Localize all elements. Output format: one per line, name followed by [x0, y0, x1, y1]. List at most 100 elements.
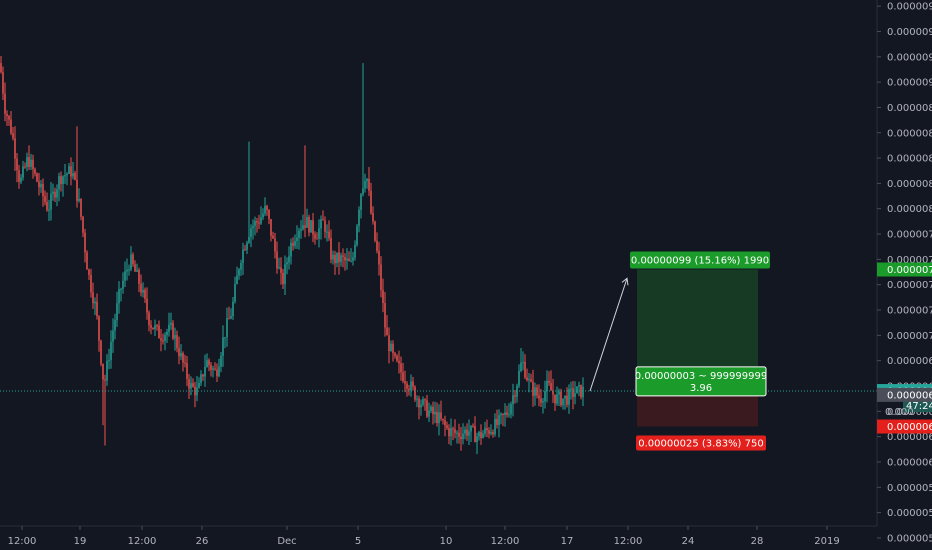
candle — [216, 363, 218, 382]
candle — [224, 337, 226, 349]
candle — [290, 238, 292, 265]
candle-body — [300, 229, 302, 231]
candle-body — [30, 159, 32, 167]
candle — [312, 212, 314, 243]
candle-body — [22, 166, 24, 178]
candle — [246, 240, 248, 254]
candle-body — [488, 430, 490, 434]
forecast-arrow — [589, 278, 628, 392]
candle — [202, 373, 204, 381]
candle-body — [350, 260, 352, 262]
candle-body — [68, 166, 70, 174]
candle — [344, 253, 346, 271]
price-axis[interactable]: 0.00000540 0.00000560 0.00000580 0.00000600… — [877, 2, 932, 545]
candle-body — [470, 425, 472, 432]
candle-body — [572, 388, 574, 397]
candle — [354, 240, 356, 261]
candle-body — [578, 384, 580, 387]
candle-body — [28, 157, 30, 167]
candle-body — [168, 324, 170, 332]
candle — [134, 260, 136, 272]
candle-body — [408, 388, 410, 391]
candle — [532, 369, 534, 407]
candle-body — [14, 138, 16, 159]
candle-body — [140, 283, 142, 293]
candle — [384, 291, 386, 337]
position-tool-labels[interactable]: 0.00000099 (15.16%) 1990 0.00000003 ~ 999… — [630, 251, 770, 451]
candle — [468, 419, 470, 445]
candle — [452, 426, 454, 441]
candle — [526, 368, 528, 382]
candle-body — [18, 170, 20, 182]
candle-body — [82, 216, 84, 233]
candle-body — [124, 271, 126, 281]
candle-body — [562, 398, 564, 406]
candle — [372, 206, 374, 225]
entry-badge-text-2: 3.96 — [690, 383, 712, 394]
price-tick-label: 0.00000760 — [887, 255, 932, 266]
candle — [112, 318, 114, 353]
candle — [58, 172, 60, 202]
candle — [52, 183, 54, 201]
candle — [388, 327, 390, 364]
candle-body — [302, 225, 304, 230]
candle-body — [192, 383, 194, 387]
candle — [54, 187, 56, 203]
candle — [150, 320, 152, 335]
candle — [16, 152, 18, 183]
candle — [466, 423, 468, 441]
candle-body — [428, 410, 430, 417]
candle-body — [46, 201, 48, 211]
stop-badge[interactable] — [636, 435, 766, 451]
candle — [544, 380, 546, 409]
candle-body — [368, 179, 370, 191]
candle-body — [244, 249, 246, 251]
candle — [212, 365, 214, 378]
candle — [160, 329, 162, 352]
candle — [578, 381, 580, 397]
candle — [116, 291, 118, 327]
candle-body — [268, 210, 270, 220]
candle — [362, 63, 364, 197]
stop-price-badge-text: 0.00000628 — [887, 422, 932, 433]
candle — [292, 237, 294, 251]
candle — [236, 266, 238, 285]
candle — [562, 398, 564, 410]
candle-body — [450, 428, 452, 437]
candle-body — [184, 362, 186, 364]
candle — [414, 385, 416, 402]
candle-body — [40, 184, 42, 188]
time-axis[interactable]: 12:00 19 12:00 26 Dec 5 10 12:00 17 12:00 24 28 2019 — [8, 526, 840, 547]
candle — [14, 126, 16, 171]
target-badge-text: 0.00000099 (15.16%) 1990 — [631, 256, 769, 267]
price-tick-label: 0.00000900 — [887, 78, 932, 89]
time-tick-label: 17 — [561, 536, 574, 547]
target-badge[interactable] — [630, 251, 770, 269]
candle-body — [162, 340, 164, 342]
candle — [42, 178, 44, 207]
candle — [450, 418, 452, 446]
candle-body — [388, 335, 390, 351]
candle — [298, 227, 300, 250]
candle-body — [460, 436, 462, 440]
candle-body — [314, 234, 316, 239]
candle-body — [444, 420, 446, 426]
candle — [494, 413, 496, 437]
candle-body — [504, 412, 506, 416]
candle-body — [298, 230, 300, 238]
entry-badge[interactable] — [635, 366, 767, 397]
candle — [262, 208, 264, 221]
candle — [498, 409, 500, 438]
candle-body — [426, 400, 428, 417]
candle-body — [98, 316, 100, 341]
candle-body — [188, 378, 190, 389]
candle-body — [370, 190, 372, 213]
candle-body — [166, 331, 168, 336]
candle-body — [560, 391, 562, 406]
time-tick-label: 24 — [682, 536, 695, 547]
candle — [428, 402, 430, 423]
candle — [118, 281, 120, 314]
candle — [342, 248, 344, 268]
candle — [294, 234, 296, 249]
